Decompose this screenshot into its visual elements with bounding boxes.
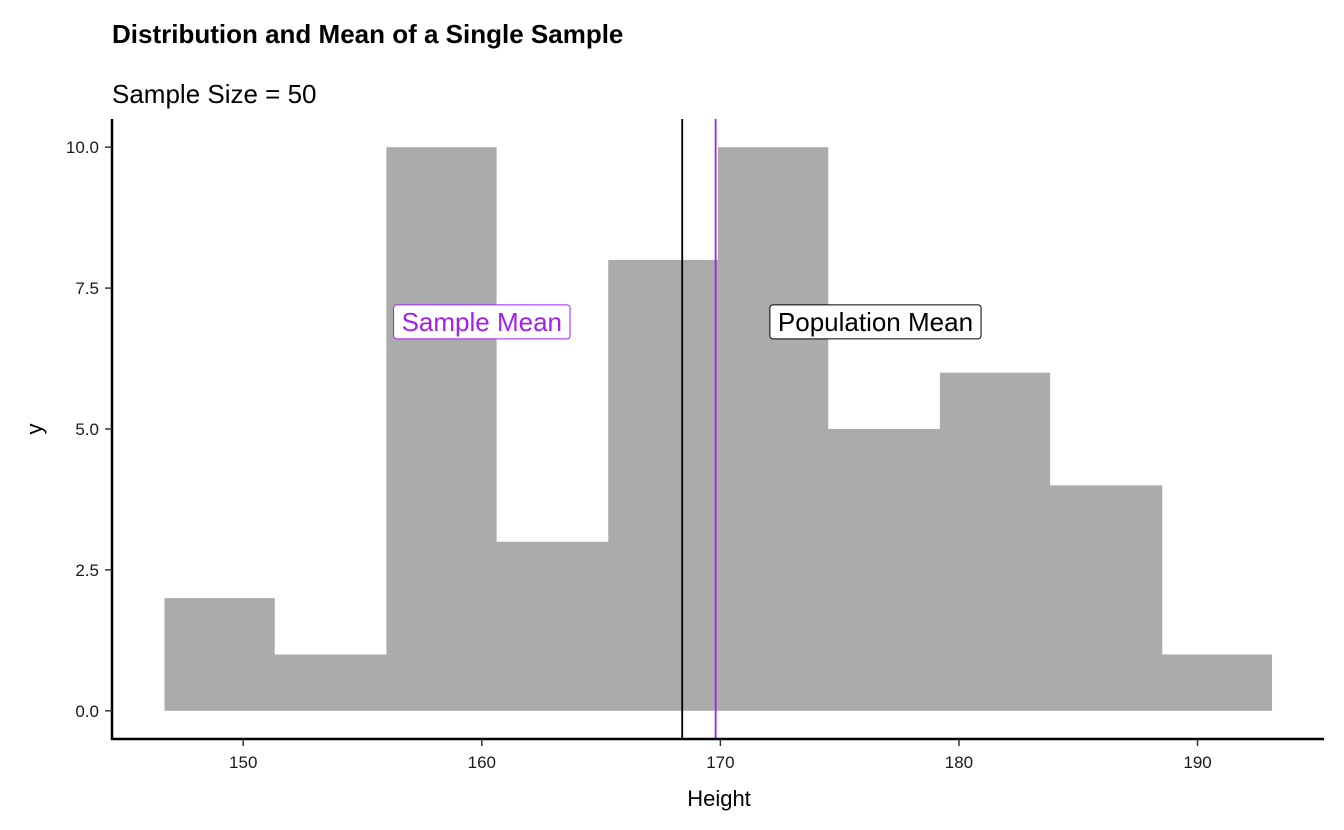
histogram-bar-5	[608, 259, 719, 711]
histogram-bar-6	[718, 147, 829, 711]
histogram-bar-10	[1161, 654, 1273, 711]
histogram-bar-2	[274, 654, 387, 711]
x-axis-title: Height	[687, 786, 751, 811]
axes: 150 160 170 180 190 0.0 2.5 5.0 7.5 10.0	[66, 119, 1324, 772]
histogram-bar-1	[164, 598, 275, 711]
y-axis-title: y	[22, 424, 47, 435]
histogram-bar-4	[496, 541, 609, 711]
chart-subtitle: Sample Size = 50	[112, 79, 317, 109]
histogram-bar-8	[939, 372, 1051, 711]
chart-title: Distribution and Mean of a Single Sample	[112, 19, 623, 49]
histogram-bar-3	[386, 147, 497, 711]
x-tick-label: 160	[468, 753, 496, 772]
x-tick-label: 190	[1183, 753, 1211, 772]
y-tick-label: 0.0	[75, 702, 99, 721]
population-mean-label: Population Mean	[769, 304, 982, 340]
sample-mean-label-box	[393, 304, 571, 340]
x-tick-label: 170	[706, 753, 734, 772]
population-mean-label-box	[769, 304, 982, 340]
y-tick-label: 10.0	[66, 138, 99, 157]
population-mean-label-text: Population Mean	[778, 307, 973, 337]
y-tick-label: 7.5	[75, 279, 99, 298]
mean-labels: Sample Mean Population Mean	[393, 304, 982, 340]
y-tick-label: 5.0	[75, 420, 99, 439]
mean-lines	[681, 119, 717, 739]
sample-mean-label: Sample Mean	[393, 304, 571, 340]
histogram-bar-9	[1049, 485, 1163, 711]
x-tick-label: 150	[229, 753, 257, 772]
x-tick-label: 180	[945, 753, 973, 772]
histogram-bars	[164, 147, 1273, 711]
histogram-bar-7	[827, 429, 941, 711]
sample-mean-label-text: Sample Mean	[402, 307, 562, 337]
y-tick-label: 2.5	[75, 561, 99, 580]
